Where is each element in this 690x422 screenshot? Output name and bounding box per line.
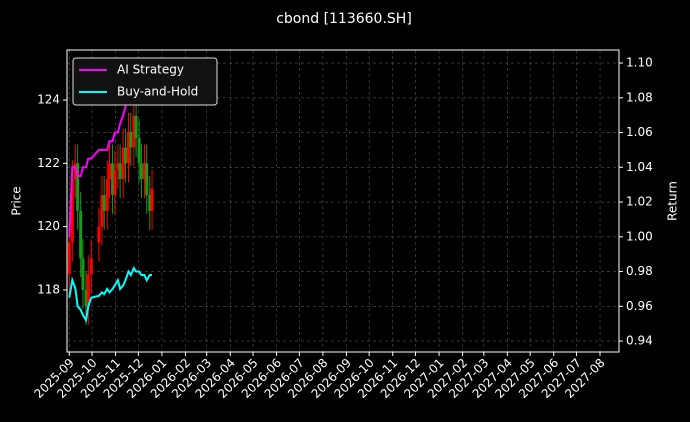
candle-body [79, 210, 83, 259]
candle-body [102, 194, 106, 211]
candle-body [139, 163, 143, 180]
legend-box [72, 57, 218, 106]
y-tick-label: 118 [37, 282, 60, 296]
candle-body [121, 147, 125, 180]
candle-body [97, 226, 101, 243]
candle-body [81, 258, 85, 290]
y2-tick-label: 0.94 [626, 334, 653, 348]
candle-body [129, 131, 133, 148]
y-tick-label: 124 [37, 93, 60, 107]
candle-body [132, 115, 136, 148]
legend-label: AI Strategy [117, 63, 184, 77]
y2-tick-label: 1.08 [626, 90, 653, 104]
candle-body [150, 188, 154, 211]
candle-body [73, 163, 77, 180]
candle-body [127, 131, 131, 164]
plot-frame [66, 49, 620, 353]
y2-tick-label: 0.96 [626, 299, 653, 313]
y2-tick-label: 1.04 [626, 160, 653, 174]
y2-tick-label: 1.02 [626, 195, 653, 209]
candle-body [148, 194, 152, 211]
candle-body [116, 163, 120, 170]
candle-body [86, 274, 90, 306]
y2-tick-label: 1.10 [626, 56, 653, 70]
candle-body [89, 258, 93, 275]
y2-tick-label: 0.98 [626, 264, 653, 278]
candle-body [145, 163, 149, 195]
y2-tick-label: 1.06 [626, 125, 653, 139]
candle-body [100, 194, 104, 227]
candle-body [84, 289, 88, 306]
return-line [68, 266, 152, 324]
candle-body [105, 179, 109, 211]
chart-title: cbond [113660.SH] [276, 11, 412, 27]
candle-body [142, 163, 146, 180]
y-axis-label: Price [10, 186, 24, 215]
candle-body [113, 169, 117, 195]
candle-body [111, 163, 115, 195]
candle-body [70, 179, 74, 243]
candle-body [108, 163, 112, 180]
candle-body [137, 138, 141, 164]
y-tick-label: 120 [37, 219, 60, 233]
candle-body [118, 163, 122, 180]
legend-label: Buy-and-Hold [117, 85, 198, 99]
y2-tick-label: 1.00 [626, 229, 653, 243]
y-tick-label: 122 [37, 156, 60, 170]
y2-axis-label: Return [666, 181, 680, 221]
candle-body [134, 115, 138, 139]
candle-body [123, 147, 127, 164]
candle-body [76, 163, 80, 211]
legend: AI Strategy Buy-and-Hold [72, 57, 218, 106]
candle-body [67, 242, 71, 275]
